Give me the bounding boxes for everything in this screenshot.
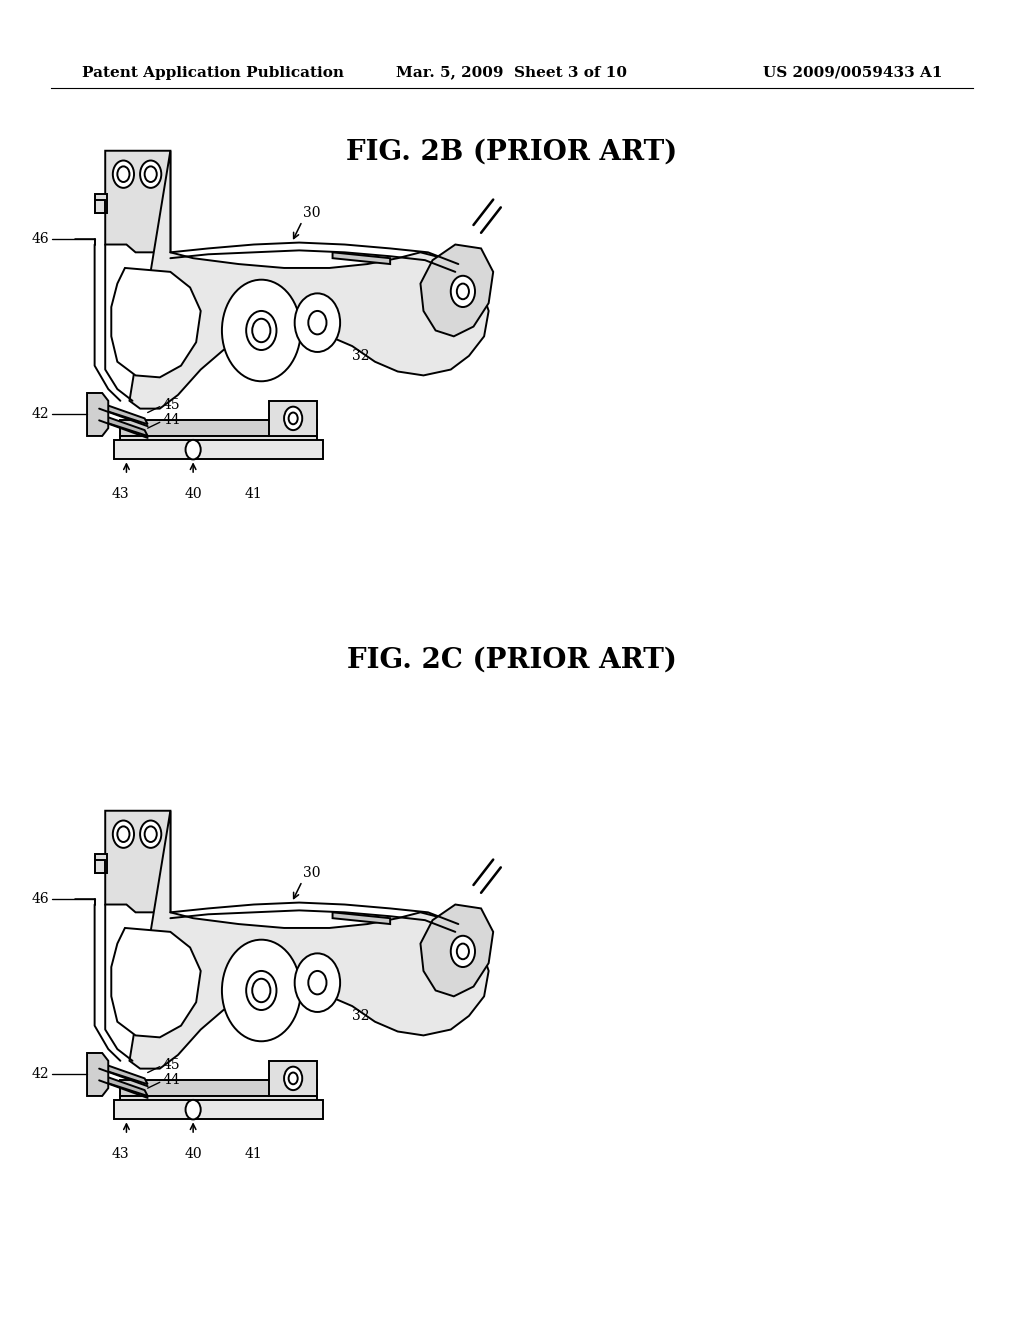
Text: 42: 42 <box>32 1068 49 1081</box>
Text: 46: 46 <box>32 891 49 906</box>
Bar <box>94 854 106 874</box>
Bar <box>121 1080 317 1096</box>
Text: Patent Application Publication: Patent Application Publication <box>82 66 344 79</box>
Circle shape <box>113 821 134 847</box>
Circle shape <box>185 440 201 459</box>
Bar <box>121 420 317 436</box>
Text: 32: 32 <box>352 1008 370 1023</box>
Text: 43: 43 <box>112 487 129 500</box>
Polygon shape <box>94 401 147 424</box>
Circle shape <box>308 312 327 334</box>
Bar <box>115 1100 324 1119</box>
Text: US 2009/0059433 A1: US 2009/0059433 A1 <box>763 66 942 79</box>
Polygon shape <box>87 393 109 436</box>
Bar <box>121 1096 317 1107</box>
Circle shape <box>246 312 276 350</box>
Polygon shape <box>269 1061 317 1096</box>
Text: 44: 44 <box>163 1073 180 1088</box>
Polygon shape <box>112 928 201 1038</box>
Circle shape <box>222 940 301 1041</box>
Polygon shape <box>421 244 494 337</box>
Circle shape <box>144 166 157 182</box>
Circle shape <box>451 276 475 308</box>
Circle shape <box>289 413 298 424</box>
Circle shape <box>457 944 469 960</box>
Polygon shape <box>94 1061 147 1084</box>
Text: 44: 44 <box>163 413 180 428</box>
Circle shape <box>295 293 340 352</box>
Polygon shape <box>87 1053 109 1096</box>
Polygon shape <box>333 252 390 264</box>
Text: 30: 30 <box>302 206 321 220</box>
Text: 40: 40 <box>184 487 202 500</box>
Polygon shape <box>421 904 494 997</box>
Text: 41: 41 <box>245 1147 262 1160</box>
Circle shape <box>118 826 129 842</box>
Circle shape <box>295 953 340 1012</box>
Text: 32: 32 <box>352 348 370 363</box>
Circle shape <box>252 318 270 342</box>
Polygon shape <box>129 150 488 409</box>
Polygon shape <box>333 912 390 924</box>
Polygon shape <box>94 859 105 874</box>
Text: 45: 45 <box>163 1057 180 1072</box>
Circle shape <box>289 1073 298 1084</box>
Circle shape <box>185 1100 201 1119</box>
Polygon shape <box>94 1073 147 1096</box>
Circle shape <box>140 821 162 847</box>
Circle shape <box>308 972 327 994</box>
Text: FIG. 2C (PRIOR ART): FIG. 2C (PRIOR ART) <box>347 647 677 673</box>
Polygon shape <box>105 810 170 912</box>
Circle shape <box>118 166 129 182</box>
Circle shape <box>252 978 270 1002</box>
Text: FIG. 2B (PRIOR ART): FIG. 2B (PRIOR ART) <box>346 139 678 165</box>
Polygon shape <box>269 401 317 436</box>
Text: 45: 45 <box>163 397 180 412</box>
Circle shape <box>144 826 157 842</box>
Polygon shape <box>105 150 170 252</box>
Polygon shape <box>94 413 147 436</box>
Text: 43: 43 <box>112 1147 129 1160</box>
Text: Mar. 5, 2009  Sheet 3 of 10: Mar. 5, 2009 Sheet 3 of 10 <box>396 66 628 79</box>
Polygon shape <box>112 268 201 378</box>
Circle shape <box>140 161 162 187</box>
Text: 42: 42 <box>32 408 49 421</box>
Circle shape <box>284 1067 302 1090</box>
Text: 41: 41 <box>245 487 262 500</box>
Circle shape <box>451 936 475 968</box>
Circle shape <box>246 972 276 1010</box>
Circle shape <box>222 280 301 381</box>
Bar <box>115 440 324 459</box>
Text: 40: 40 <box>184 1147 202 1160</box>
Polygon shape <box>94 199 105 214</box>
Bar <box>121 436 317 447</box>
Bar <box>94 194 106 214</box>
Polygon shape <box>129 810 488 1069</box>
Text: 46: 46 <box>32 231 49 246</box>
Text: 30: 30 <box>302 866 321 880</box>
Circle shape <box>457 284 469 300</box>
Circle shape <box>113 161 134 187</box>
Circle shape <box>284 407 302 430</box>
